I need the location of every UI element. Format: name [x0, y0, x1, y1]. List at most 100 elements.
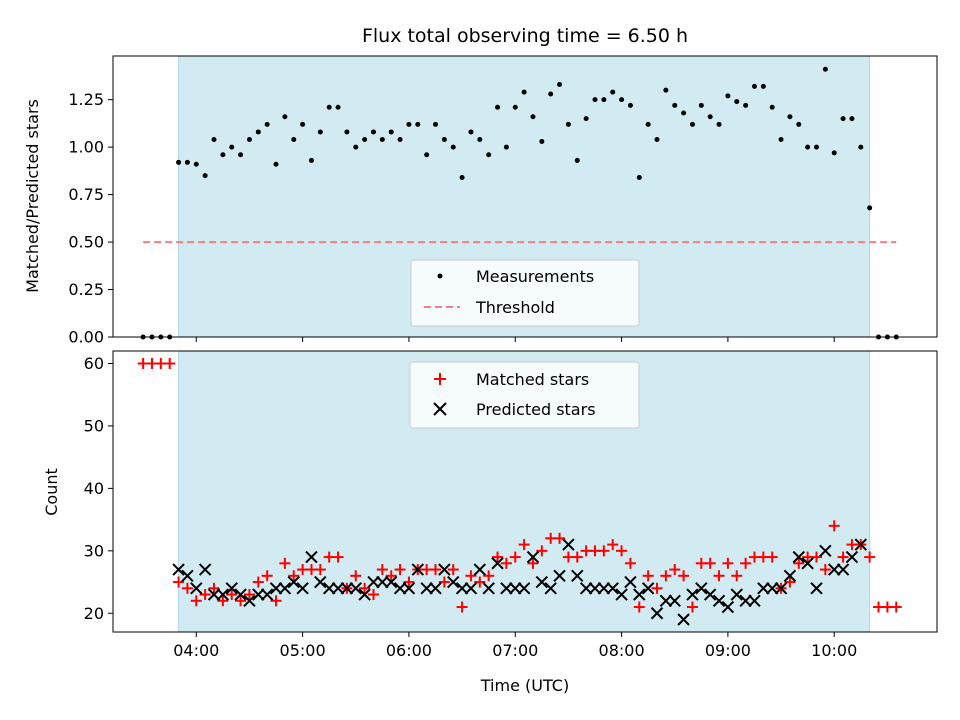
measurement-point	[574, 157, 580, 163]
measurement-point	[238, 152, 244, 158]
predicted-star-point	[686, 588, 699, 601]
measurement-point	[424, 152, 430, 158]
predicted-star-point	[243, 594, 256, 607]
predicted-star-point	[783, 569, 797, 583]
bottom-x-axis: 04:00 05:00 06:00 07:00 08:00 09:00 10:00	[173, 632, 857, 660]
measurement-point	[814, 144, 820, 150]
legend-predicted-marker	[433, 402, 447, 416]
predicted-star-point	[181, 569, 194, 583]
measurement-point	[300, 121, 306, 127]
predicted-star-point	[828, 563, 841, 576]
x-tick-label: 04:00	[173, 641, 219, 660]
matched-star-point	[616, 545, 628, 557]
matched-star-point	[447, 564, 459, 576]
measurement-point	[388, 129, 394, 135]
top-chart-title: Flux total observing time = 6.50 h	[362, 25, 688, 47]
bottom-legend-box	[409, 361, 640, 429]
measurement-point	[379, 137, 385, 143]
legend-measurements-label: Measurements	[476, 267, 594, 286]
bottom-x-axis-label: Time (UTC)	[480, 676, 569, 695]
measurement-point	[503, 144, 509, 150]
predicted-star-point	[216, 588, 230, 601]
y-tick-label: 0.75	[68, 185, 104, 204]
matched-star-point	[811, 551, 823, 563]
measurement-point	[769, 104, 775, 110]
predicted-star-point	[535, 575, 549, 589]
y-tick-label: 40	[84, 479, 104, 498]
top-y-axis: 0.00 0.25 0.50 0.75 1.00 1.25	[68, 90, 113, 347]
matched-star-point	[359, 582, 371, 594]
predicted-star-point	[633, 588, 646, 601]
measurement-point	[326, 104, 332, 110]
measurement-point	[415, 121, 421, 127]
matched-star-point	[660, 570, 672, 582]
measurement-point	[840, 116, 846, 122]
matched-star-point	[430, 564, 442, 576]
matched-star-point	[199, 589, 211, 601]
measurement-point	[557, 81, 563, 87]
measurement-point	[397, 137, 403, 143]
predicted-star-point	[774, 582, 788, 595]
matched-star-point	[465, 570, 477, 582]
predicted-star-point	[482, 582, 495, 595]
measurement-point	[406, 121, 412, 127]
predicted-star-point	[393, 582, 407, 595]
x-tick-label: 10:00	[811, 641, 857, 660]
predicted-star-point	[801, 557, 814, 570]
top-y-axis-label: Matched/Predicted stars	[23, 99, 42, 293]
measurement-point	[291, 137, 297, 143]
predicted-star-point	[748, 594, 761, 607]
x-tick-label: 05:00	[280, 641, 326, 660]
matched-star-point	[279, 557, 291, 569]
predicted-star-point	[402, 582, 416, 595]
measurement-point	[716, 121, 722, 127]
measurement-point	[459, 175, 465, 181]
matched-star-point	[208, 582, 220, 594]
matched-star-point	[385, 570, 397, 582]
predicted-star-point	[615, 588, 628, 601]
measurement-point	[211, 137, 217, 143]
measurement-point	[229, 144, 235, 150]
matched-star-point	[181, 582, 193, 594]
measurement-point	[477, 137, 483, 143]
matched-star-point	[500, 557, 512, 569]
measurement-point	[760, 83, 766, 89]
matched-star-point	[509, 551, 521, 563]
legend-matched-label: Matched stars	[476, 370, 589, 389]
measurement-point	[592, 97, 598, 103]
top-plot-frame	[112, 55, 938, 338]
measurement-point	[787, 114, 793, 120]
measurement-point	[308, 157, 314, 163]
measurement-point	[468, 129, 474, 135]
predicted-star-point	[739, 594, 752, 607]
y-tick-label: 60	[84, 354, 104, 373]
matched-star-point	[819, 564, 831, 576]
y-tick-label: 1.25	[68, 90, 104, 109]
predicted-star-point	[579, 582, 593, 595]
bottom-legend: Matched stars Predicted stars	[409, 361, 640, 429]
matched-star-point	[766, 551, 778, 563]
predicted-star-point	[314, 575, 327, 589]
predicted-star-point	[757, 582, 770, 595]
measurement-point	[282, 114, 288, 120]
series-predicted-stars	[172, 538, 868, 626]
top-legend: Measurements Threshold	[410, 259, 640, 327]
predicted-star-point	[287, 575, 300, 589]
predicted-star-point	[526, 550, 540, 564]
measurement-point	[796, 121, 802, 127]
measurement-point	[202, 173, 208, 179]
y-tick-label: 30	[84, 541, 104, 560]
matched-star-point	[784, 576, 796, 588]
matched-star-point	[261, 570, 273, 582]
measurement-point	[858, 144, 864, 150]
predicted-star-point	[517, 582, 531, 595]
matched-star-point	[633, 601, 645, 613]
predicted-star-point	[491, 557, 504, 570]
predicted-star-point	[473, 563, 487, 576]
matched-star-point	[624, 557, 636, 569]
y-tick-label: 50	[84, 416, 104, 435]
predicted-star-point	[571, 569, 584, 583]
predicted-star-point	[792, 550, 805, 564]
measurement-point	[495, 104, 501, 110]
